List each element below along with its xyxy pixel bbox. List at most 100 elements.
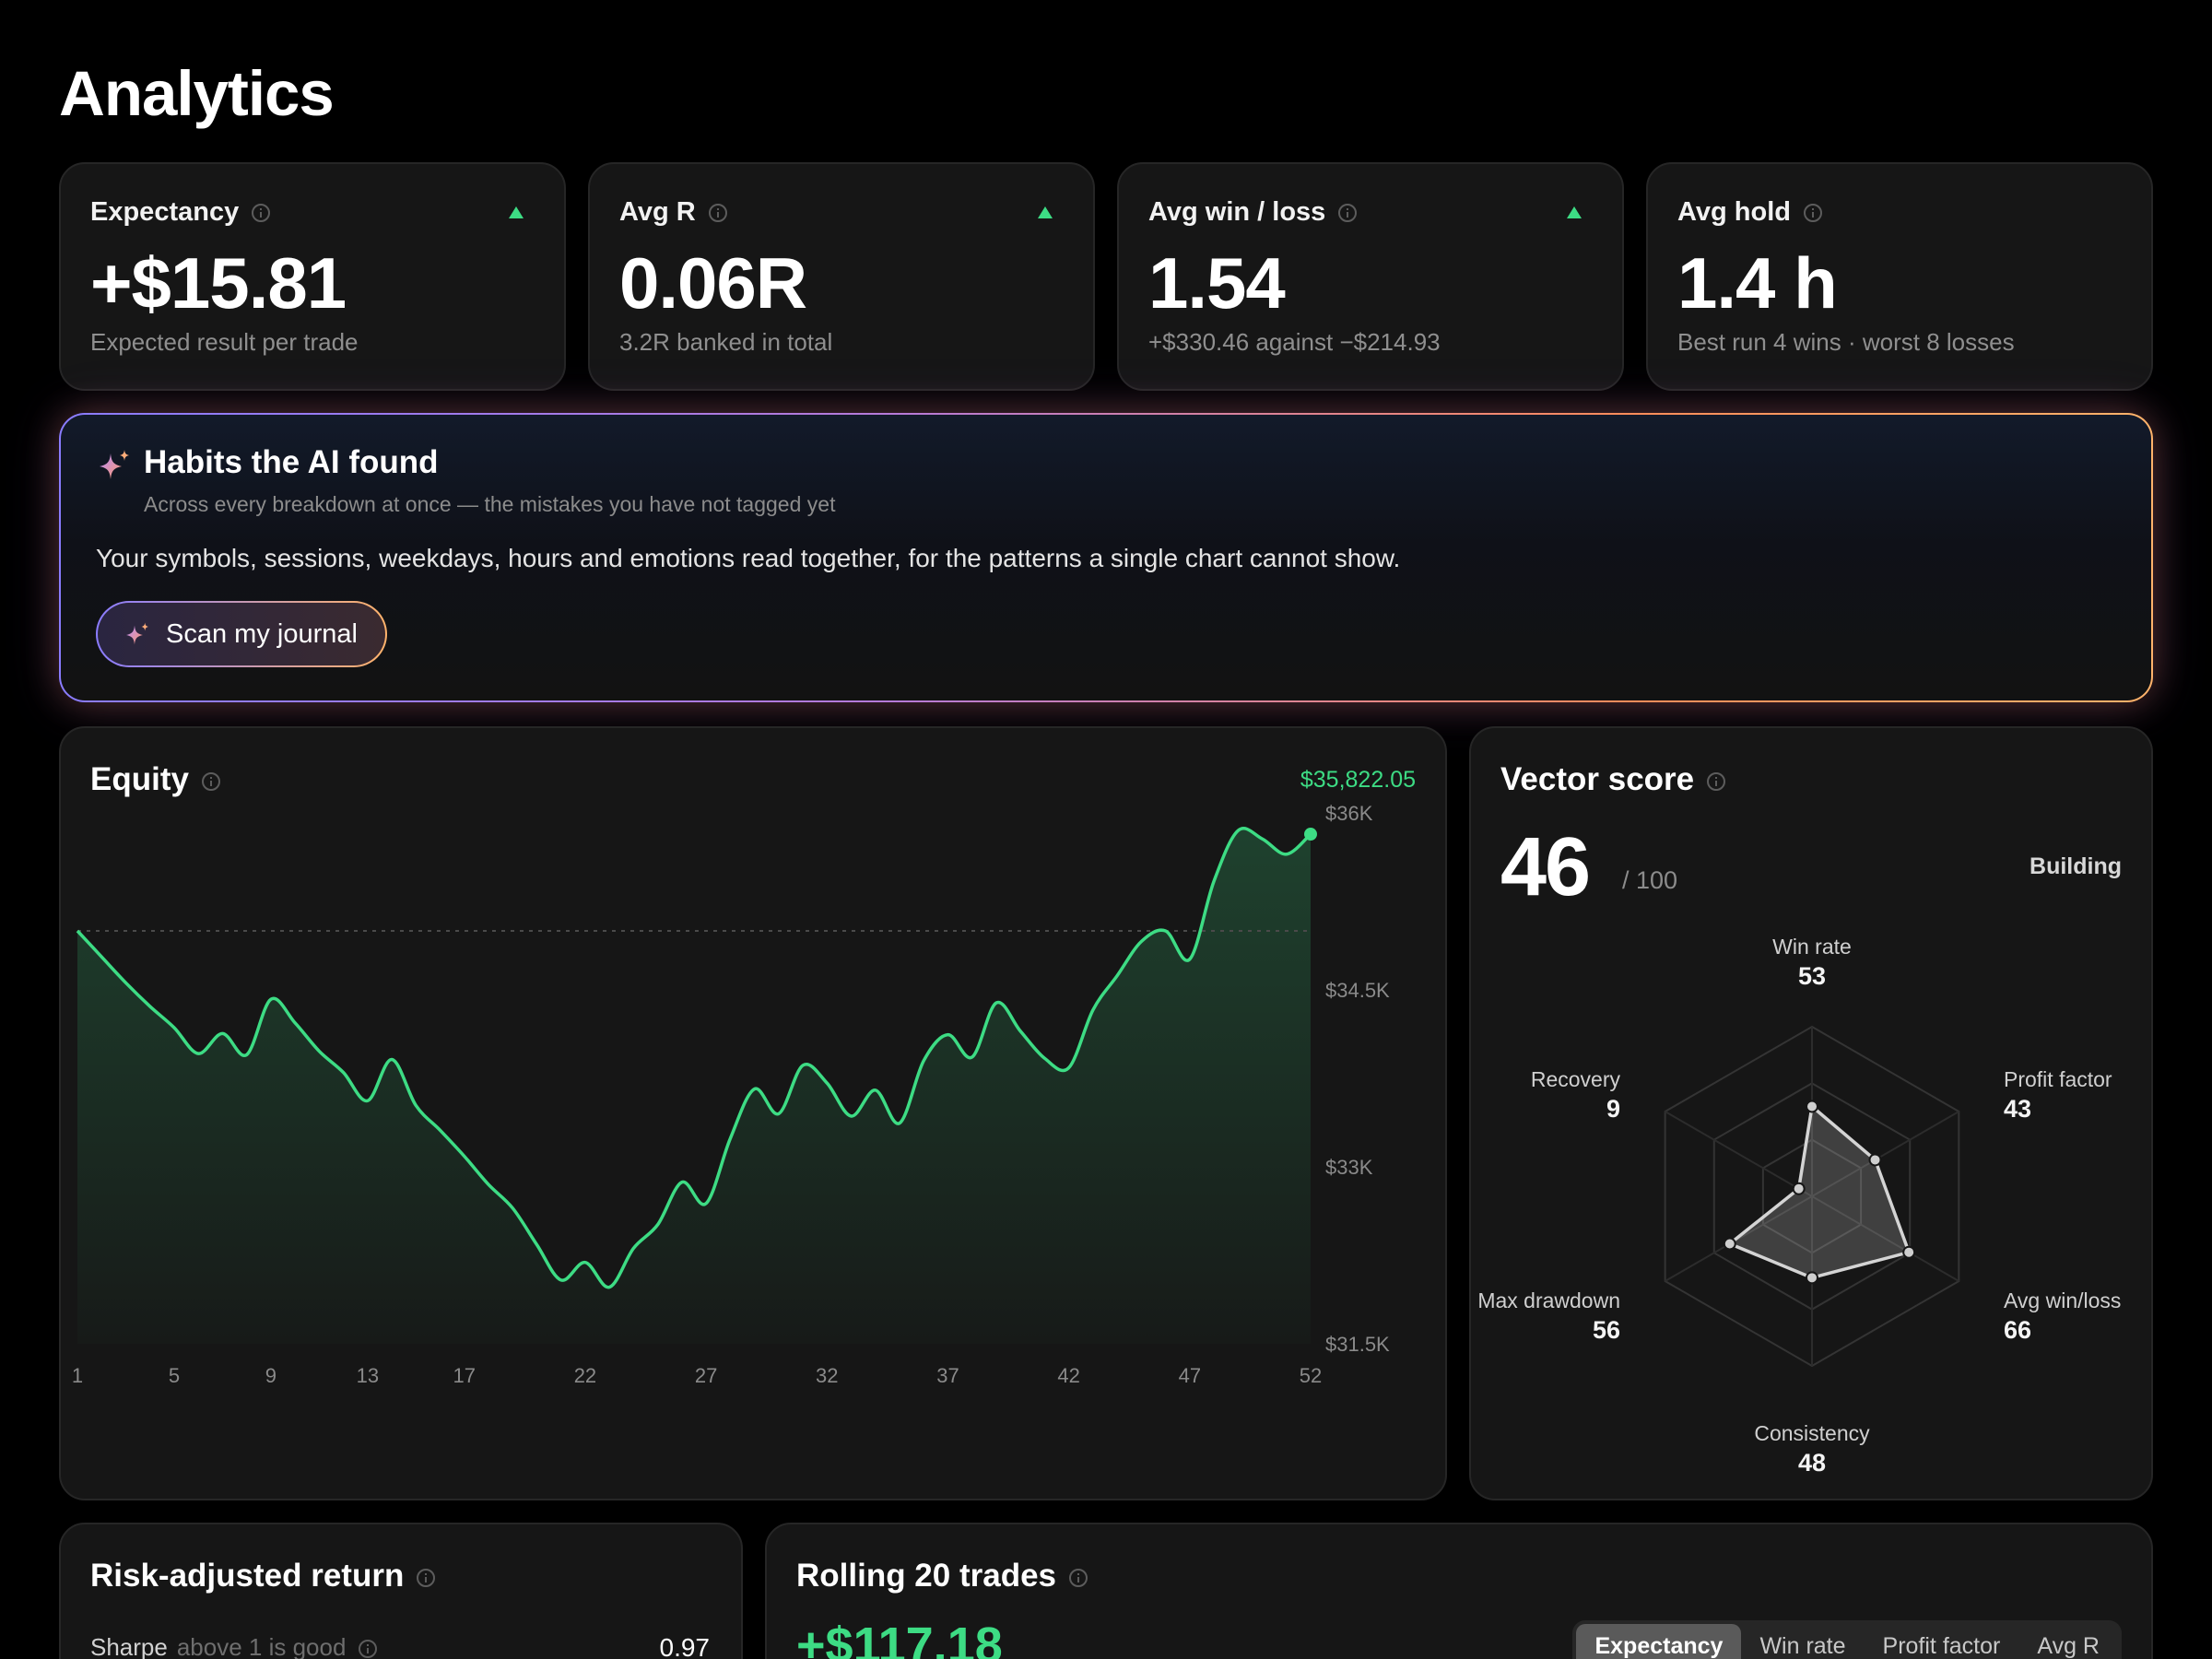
rolling-trades-card: Rolling 20 trades +$117.18 Expectancy Wi… xyxy=(765,1523,2153,1659)
trend-up-icon xyxy=(1567,206,1582,218)
tab-win-rate[interactable]: Win rate xyxy=(1759,1633,1846,1659)
ai-card-description: Your symbols, sessions, weekdays, hours … xyxy=(96,544,1401,572)
x-tick-label: 52 xyxy=(1300,1364,1322,1387)
vector-status: Building xyxy=(2030,853,2122,879)
kpi-subtext: +$330.46 against −$214.93 xyxy=(1148,328,1441,356)
radar-spoke xyxy=(1665,1111,1813,1197)
equity-total: $35,822.05 xyxy=(1300,767,1416,793)
kpi-subtext: Expected result per trade xyxy=(90,328,359,356)
x-tick-label: 22 xyxy=(574,1364,596,1387)
info-icon[interactable] xyxy=(1069,1568,1088,1587)
kpi-card-avg-hold: Avg hold 1.4 h Best run 4 wins · worst 8… xyxy=(1646,162,2153,391)
sparkle-icon xyxy=(126,622,148,645)
radar-axis-value: 53 xyxy=(1798,962,1826,990)
kpi-card-expectancy: Expectancy +$15.81 Expected result per t… xyxy=(59,162,566,391)
radar-point xyxy=(1902,1245,1916,1259)
tab-expectancy[interactable]: Expectancy xyxy=(1576,1624,1742,1659)
radar-axis-value: 66 xyxy=(2004,1316,2031,1344)
sharpe-value: 0.97 xyxy=(659,1633,711,1659)
trend-up-icon xyxy=(1038,206,1053,218)
tab-avg-r[interactable]: Avg R xyxy=(2037,1633,2100,1659)
x-tick-label: 13 xyxy=(357,1364,379,1387)
metric-toggle: Expectancy Win rate Profit factor Avg R xyxy=(1572,1620,2122,1659)
kpi-subtext: 3.2R banked in total xyxy=(619,328,833,356)
radar-point xyxy=(1806,1100,1818,1113)
radar-axis-value: 56 xyxy=(1593,1316,1620,1344)
x-tick-label: 1 xyxy=(72,1364,83,1387)
y-tick-label: $33K xyxy=(1325,1156,1373,1179)
radar-axis-label: Avg win/loss xyxy=(2004,1288,2121,1312)
kpi-value: 1.54 xyxy=(1148,242,1286,324)
y-tick-label: $36K xyxy=(1325,802,1373,825)
vector-score-card: Win rate 53 Profit factor 43 Avg win/loss 66 C… xyxy=(1469,726,2153,1500)
kpi-subtext: Best run 4 wins · worst 8 losses xyxy=(1677,328,2015,356)
x-tick-label: 27 xyxy=(695,1364,717,1387)
info-icon[interactable] xyxy=(1803,204,1822,223)
radar-spoke xyxy=(1811,1111,1959,1197)
tab-profit-factor[interactable]: Profit factor xyxy=(1882,1633,2001,1659)
x-tick-label: 32 xyxy=(816,1364,838,1387)
y-tick-label: $31.5K xyxy=(1325,1333,1390,1356)
kpi-value: 0.06R xyxy=(619,242,807,324)
ai-card-subtitle: Across every breakdown at once — the mis… xyxy=(144,492,836,516)
equity-area xyxy=(77,828,1311,1344)
radar-axis-label: Consistency xyxy=(1754,1421,1870,1445)
kpi-label: Avg win / loss xyxy=(1148,197,1358,228)
sharpe-label: Sharpe above 1 is good xyxy=(90,1633,378,1659)
x-tick-label: 37 xyxy=(936,1364,959,1387)
kpi-card-avg-win-loss: Avg win / loss 1.54 +$330.46 against −$2… xyxy=(1117,162,1624,391)
scan-journal-button[interactable]: Scan my journal xyxy=(96,601,387,667)
radar-axis-label: Max drawdown xyxy=(1477,1288,1620,1312)
radar-axis-label: Recovery xyxy=(1531,1067,1621,1091)
radar-axis-value: 43 xyxy=(2004,1095,2031,1123)
rolling-title: Rolling 20 trades xyxy=(796,1558,1088,1594)
radar-point xyxy=(1868,1153,1882,1167)
kpi-value: 1.4 h xyxy=(1677,242,1838,324)
equity-end-point xyxy=(1304,828,1317,841)
rolling-value: +$117.18 xyxy=(796,1618,1003,1659)
ai-habits-card: Habits the AI found Across every breakdo… xyxy=(59,413,2153,702)
info-icon[interactable] xyxy=(1338,204,1358,223)
radar-point xyxy=(1792,1182,1806,1195)
equity-title: Equity xyxy=(90,761,220,798)
equity-line xyxy=(76,827,1312,1289)
ai-card-title: Habits the AI found xyxy=(144,444,439,480)
kpi-label: Avg R xyxy=(619,197,727,228)
risk-adjusted-card: Risk-adjusted return Sharpe above 1 is go… xyxy=(59,1523,743,1659)
info-icon[interactable] xyxy=(1707,771,1726,791)
kpi-value: +$15.81 xyxy=(90,242,347,324)
risk-title: Risk-adjusted return xyxy=(90,1558,436,1594)
radar-point xyxy=(1723,1237,1736,1251)
vector-score-value: 46 xyxy=(1500,821,1591,913)
x-tick-label: 5 xyxy=(169,1364,180,1387)
radar-spoke xyxy=(1811,1195,1959,1282)
equity-chart: $36K $34.5K $33K $31.5K 1 5 9 13 17 22 27 32 37 42 47 5… xyxy=(72,802,1390,1387)
radar-axis-value: 48 xyxy=(1798,1449,1826,1477)
info-icon[interactable] xyxy=(252,204,271,223)
radar-axis-label: Win rate xyxy=(1772,935,1852,959)
info-icon[interactable] xyxy=(708,204,727,223)
radar-axis-label: Profit factor xyxy=(2004,1067,2112,1091)
info-icon[interactable] xyxy=(201,771,220,791)
trend-up-icon xyxy=(509,206,524,218)
vector-title: Vector score xyxy=(1500,761,1726,798)
vector-score-max: / 100 xyxy=(1622,866,1678,894)
x-tick-label: 47 xyxy=(1179,1364,1201,1387)
y-tick-label: $34.5K xyxy=(1325,979,1390,1002)
radar-axis-value: 9 xyxy=(1606,1095,1620,1123)
page-title: Analytics xyxy=(59,58,335,129)
kpi-label: Expectancy xyxy=(90,197,271,228)
kpi-label: Avg hold xyxy=(1677,197,1822,228)
radar-value-shape xyxy=(1728,1104,1911,1280)
scan-button-label: Scan my journal xyxy=(166,619,358,649)
sparkle-icon xyxy=(100,450,129,479)
radar-point xyxy=(1806,1271,1818,1285)
radar-chart: Win rate 53 Profit factor 43 Avg win/loss 66 C… xyxy=(1477,935,2121,1477)
info-icon[interactable] xyxy=(359,1640,378,1659)
info-icon[interactable] xyxy=(417,1568,436,1587)
x-tick-label: 17 xyxy=(453,1364,476,1387)
x-tick-label: 9 xyxy=(265,1364,276,1387)
equity-card: $36K $34.5K $33K $31.5K 1 5 9 13 17 22 27 32 37 42 47 5… xyxy=(59,726,1447,1500)
x-tick-label: 42 xyxy=(1057,1364,1079,1387)
kpi-card-avg-r: Avg R 0.06R 3.2R banked in total xyxy=(588,162,1095,391)
